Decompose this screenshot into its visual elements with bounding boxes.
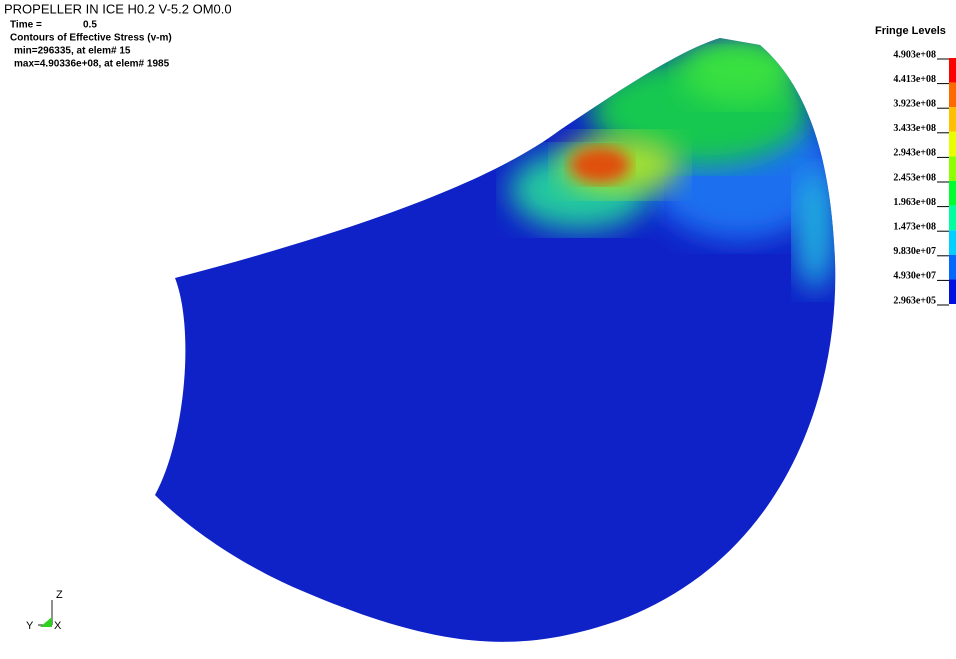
fringe-swatch [949,255,956,280]
fringe-swatch [949,107,956,132]
contour-label: Contours of Effective Stress (v-m) [10,33,172,44]
fringe-level: 1.473e+08 [893,221,936,232]
screen: PROPELLER IN ICE H0.2 V-5.2 OM0.0 Time =… [0,0,956,654]
fringe-level: 4.930e+07 [893,271,936,282]
axis-x: X [54,620,62,632]
fringe-swatch [949,58,956,83]
fringe-swatch [949,132,956,157]
fringe-level: 4.413e+08 [893,74,936,85]
axis-z: Z [56,589,63,601]
min-label: min=296335, at elem# 15 [14,46,131,57]
fringe-swatch [949,279,956,304]
text-block: PROPELLER IN ICE H0.2 V-5.2 OM0.0 Time =… [4,1,232,69]
fringe-level: 2.963e+05 [893,295,936,306]
title: PROPELLER IN ICE H0.2 V-5.2 OM0.0 [4,1,232,16]
time-value: 0.5 [83,20,97,31]
axis-y: Y [26,620,34,632]
fringe-level: 9.830e+07 [893,246,936,257]
max-label: max=4.90336e+08, at elem# 1985 [14,59,170,70]
legend: Fringe Levels 4.903e+08 4.413e+08 3.923e+0… [875,25,956,306]
fringe-swatch [949,83,956,108]
fringe-swatch [949,230,956,255]
fringe-swatch [949,181,956,206]
axis-triad: Z Y X [26,589,63,632]
fringe-swatch [949,206,956,231]
propeller-blade [0,0,956,654]
legend-title: Fringe Levels [875,25,946,37]
fringe-level: 4.903e+08 [893,49,936,60]
fringe-level: 2.943e+08 [893,148,936,159]
fringe-level: 3.433e+08 [893,123,936,134]
time-label: Time = [10,20,42,31]
fringe-level: 3.923e+08 [893,98,936,109]
fringe-swatch [949,156,956,181]
fringe-level: 2.453e+08 [893,172,936,183]
fringe-level: 1.963e+08 [893,197,936,208]
